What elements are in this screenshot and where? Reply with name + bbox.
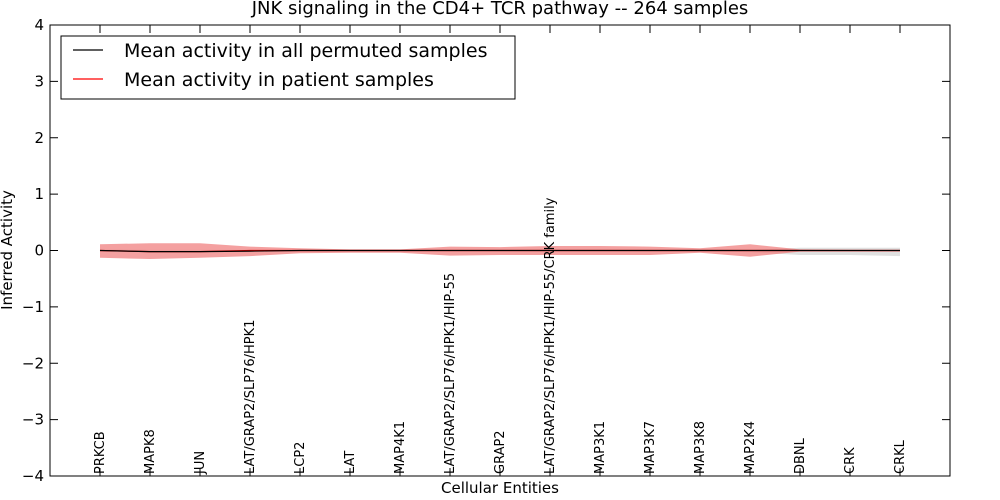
y-tick-label: −3 bbox=[22, 411, 44, 429]
x-tick-label: MAP3K1 bbox=[593, 421, 608, 474]
legend: Mean activity in all permuted samples Me… bbox=[60, 35, 516, 100]
x-tick-label: CRK bbox=[843, 447, 858, 474]
x-tick-label: GRAP2 bbox=[493, 430, 508, 474]
x-tick-label: MAPK8 bbox=[143, 429, 158, 474]
y-tick-label: 1 bbox=[34, 185, 44, 203]
y-tick-label: 3 bbox=[34, 72, 44, 90]
chart-title: JNK signaling in the CD4+ TCR pathway --… bbox=[251, 0, 749, 19]
x-tick-label: MAP2K4 bbox=[743, 421, 758, 474]
x-axis-label: Cellular Entities bbox=[441, 479, 559, 497]
y-tick-label: 0 bbox=[34, 242, 44, 260]
x-tick-label: CRKL bbox=[893, 439, 908, 474]
legend-label-permuted: Mean activity in all permuted samples bbox=[124, 40, 487, 62]
legend-box bbox=[60, 35, 516, 100]
y-tick-label: −4 bbox=[22, 467, 44, 485]
y-tick-label: 2 bbox=[34, 129, 44, 147]
x-tick-label: LAT bbox=[343, 451, 358, 474]
x-tick-label: DBNL bbox=[793, 437, 808, 474]
x-tick-label: MAP4K1 bbox=[393, 421, 408, 474]
y-tick-label: −2 bbox=[22, 354, 44, 372]
x-tick-label: LAT/GRAP2/SLP76/HPK1/HIP-55/CRK family bbox=[543, 197, 558, 474]
legend-label-patient: Mean activity in patient samples bbox=[124, 69, 434, 91]
y-axis-label: Inferred Activity bbox=[0, 190, 16, 310]
y-tick-label: 4 bbox=[34, 16, 44, 34]
x-tick-label: MAP3K8 bbox=[693, 421, 708, 474]
x-tick-label: LAT/GRAP2/SLP76/HPK1/HIP-55 bbox=[443, 273, 458, 474]
series-lines bbox=[99, 249, 900, 253]
x-tick-label: MAP3K7 bbox=[643, 421, 658, 474]
x-tick-label: PRKCB bbox=[93, 431, 108, 474]
y-axis-ticks: 4 3 2 1 0 −1 −2 −3 −4 bbox=[22, 16, 950, 485]
plot-frame bbox=[49, 24, 951, 477]
x-axis-ticks: PRKCB MAPK8 JUN LAT/GRAP2/SLP76/HPK1 LCP2 LAT… bbox=[93, 25, 908, 476]
x-tick-label: LCP2 bbox=[293, 442, 308, 474]
series-line-permuted bbox=[99, 249, 900, 253]
y-tick-label: −1 bbox=[22, 298, 44, 316]
x-tick-label: LAT/GRAP2/SLP76/HPK1 bbox=[243, 320, 258, 474]
x-tick-label: JUN bbox=[193, 451, 208, 475]
